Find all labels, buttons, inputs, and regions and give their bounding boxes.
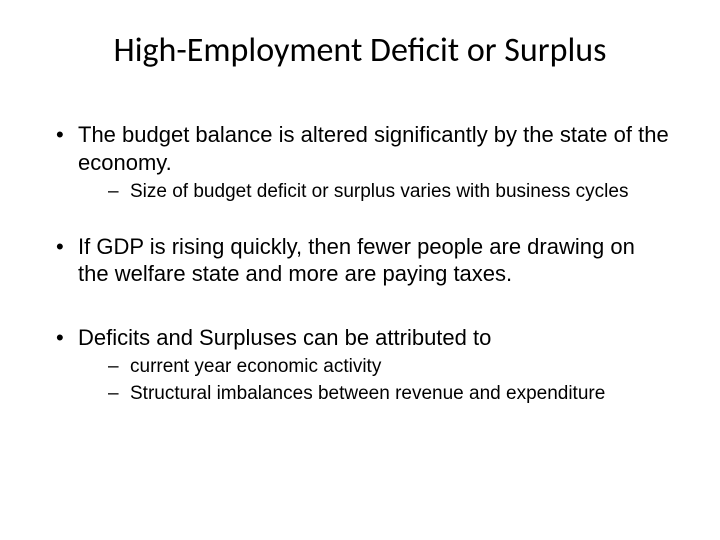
sub-bullet-text: current year economic activity — [130, 356, 381, 377]
bullet-text: If GDP is rising quickly, then fewer peo… — [78, 234, 635, 287]
bullet-item: If GDP is rising quickly, then fewer peo… — [50, 233, 670, 288]
slide-title: High-Employment Deficit or Surplus — [50, 30, 670, 71]
bullet-text: Deficits and Surpluses can be attributed… — [78, 325, 491, 350]
sub-bullet-list: Size of budget deficit or surplus varies… — [78, 180, 670, 205]
sub-bullet-item: Size of budget deficit or surplus varies… — [78, 180, 670, 205]
sub-bullet-item: current year economic activity — [78, 355, 670, 380]
bullet-text: The budget balance is altered significan… — [78, 122, 669, 175]
sub-bullet-item: Structural imbalances between revenue an… — [78, 382, 670, 407]
slide: High-Employment Deficit or Surplus The b… — [0, 0, 720, 540]
bullet-item: The budget balance is altered significan… — [50, 121, 670, 205]
bullet-item: Deficits and Surpluses can be attributed… — [50, 324, 670, 407]
sub-bullet-text: Size of budget deficit or surplus varies… — [130, 181, 628, 202]
spacer — [50, 296, 670, 324]
sub-bullet-text: Structural imbalances between revenue an… — [130, 383, 605, 404]
bullet-list: The budget balance is altered significan… — [50, 121, 670, 407]
sub-bullet-list: current year economic activity Structura… — [78, 355, 670, 406]
